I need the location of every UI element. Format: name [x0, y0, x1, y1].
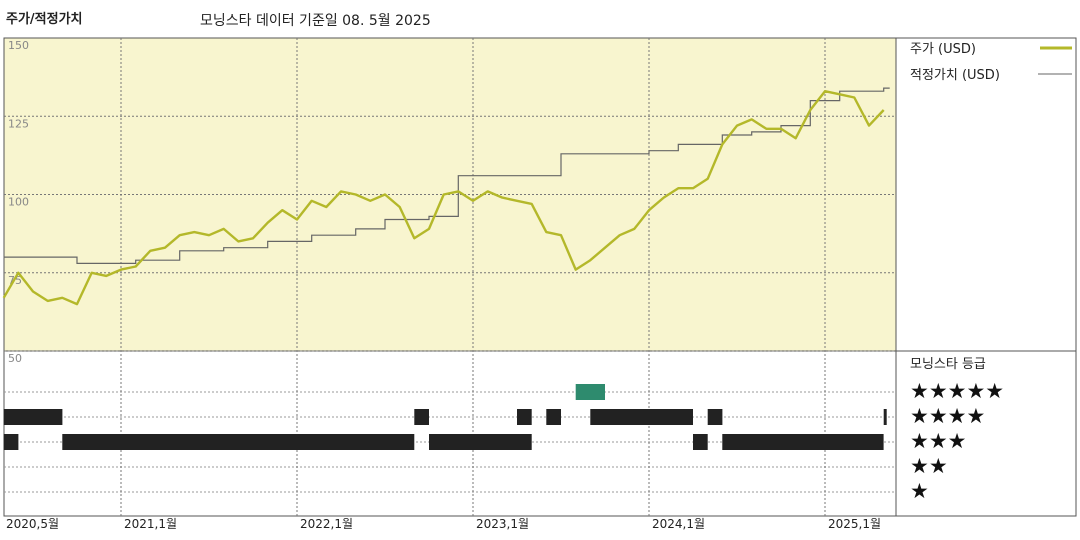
rating-panel — [3, 350, 897, 517]
legend-fair-label: 적정가치 (USD) — [910, 68, 1000, 83]
rating-bar-4-star — [546, 409, 561, 425]
x-tick-label: 2022,1월 — [300, 517, 353, 531]
rating-bar-3-star — [722, 434, 884, 450]
series-lines — [2, 87, 890, 306]
rating-stars-5: ★★★★★ — [910, 379, 1004, 403]
rating-bar-3-star — [62, 434, 415, 450]
data-date-subtitle: 모닝스타 데이터 기준일 08. 5월 2025 — [200, 13, 431, 29]
chart-title: 주가/적정가치 — [6, 12, 83, 27]
rating-bar-4-star — [883, 409, 887, 425]
x-tick-label: 2025,1월 — [828, 517, 881, 531]
y-tick-label: 50 — [8, 352, 22, 365]
legend-price-label: 주가 (USD) — [910, 42, 976, 57]
rating-bar-4-star — [707, 409, 723, 425]
rating-stars-2: ★★ — [910, 454, 948, 478]
price-line — [2, 90, 885, 306]
x-tick-label: 2021,1월 — [124, 517, 177, 531]
x-tick-label: 2023,1월 — [476, 517, 529, 531]
y-tick-label: 125 — [8, 117, 29, 130]
y-tick-label: 150 — [8, 39, 29, 52]
star-rating-labels: ★★★★★★★★★★★★★★★ — [910, 379, 1004, 503]
rating-bar-4-star — [414, 409, 429, 425]
x-tick-labels: 2020,5월 2021,1월 2022,1월 2023,1월 2024,1월 2025,… — [6, 517, 881, 531]
rating-bars — [3, 384, 887, 450]
rating-bar-3-star — [3, 434, 19, 450]
rating-bar-4-star — [590, 409, 693, 425]
rating-stars-1: ★ — [910, 479, 929, 503]
rating-bar-3-star — [693, 434, 708, 450]
rating-bar-3-star — [429, 434, 532, 450]
legend-box — [895, 37, 1077, 517]
fair-value-line — [3, 87, 890, 264]
rating-bar-5-star — [575, 384, 605, 400]
rating-bar-4-star — [3, 409, 63, 425]
y-tick-label: 100 — [8, 196, 29, 209]
grid-lines — [4, 38, 896, 516]
x-tick-label: 2020,5월 — [6, 517, 59, 531]
rating-stars-3: ★★★ — [910, 429, 966, 453]
rating-bar-4-star — [517, 409, 532, 425]
rating-title: 모닝스타 등급 — [910, 357, 986, 372]
x-tick-label: 2024,1월 — [652, 517, 705, 531]
rating-stars-4: ★★★★ — [910, 404, 985, 428]
